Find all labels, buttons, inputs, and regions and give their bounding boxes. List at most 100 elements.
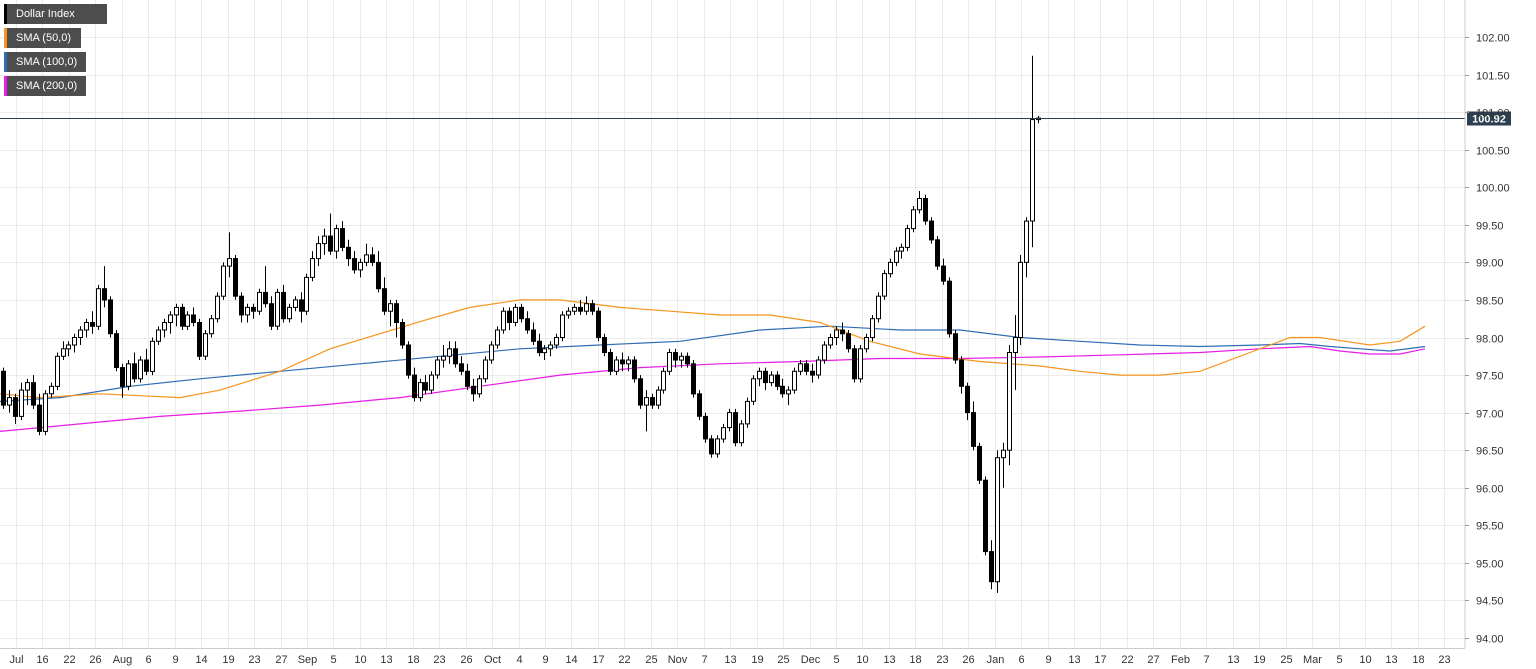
grid-lines xyxy=(0,0,1465,648)
candle-body-down xyxy=(382,288,387,312)
candle xyxy=(560,311,565,342)
legend-item-sma50[interactable]: SMA (50,0) xyxy=(4,28,81,48)
candle xyxy=(13,393,18,424)
last-price-badge xyxy=(1467,111,1511,126)
legend-item-sma200[interactable]: SMA (200,0) xyxy=(4,76,86,96)
candle xyxy=(899,243,904,259)
candle xyxy=(602,333,607,357)
candle-body-down xyxy=(608,352,613,372)
candle xyxy=(554,333,559,349)
candle xyxy=(959,356,964,394)
candle xyxy=(572,303,577,315)
candle xyxy=(61,341,66,360)
candle xyxy=(971,401,976,451)
candle-body-down xyxy=(780,385,785,395)
candle xyxy=(489,341,494,364)
candle xyxy=(144,348,149,376)
candle-body-down xyxy=(632,359,637,380)
candle xyxy=(96,284,101,330)
candle xyxy=(495,326,500,349)
candle-body-down xyxy=(102,288,107,301)
candle-body-up xyxy=(572,306,577,312)
candle xyxy=(644,390,649,432)
x-tick-label: 10 xyxy=(1359,654,1371,666)
candle xyxy=(168,311,173,334)
candle-body-down xyxy=(459,363,464,372)
candle-body-down xyxy=(965,385,970,414)
candle xyxy=(733,408,738,447)
candle-body-up xyxy=(1001,449,1006,459)
candle-body-down xyxy=(37,404,42,432)
candle-body-up xyxy=(174,306,179,316)
x-tick-label: 9 xyxy=(542,654,548,666)
candle xyxy=(822,341,827,364)
candle xyxy=(1013,315,1018,391)
candle xyxy=(620,352,625,372)
candle-body-down xyxy=(537,340,542,354)
candle-body-up xyxy=(786,389,791,395)
x-tick-label: 18 xyxy=(1412,654,1424,666)
x-tick-label: Feb xyxy=(1171,654,1190,666)
candle-body-up xyxy=(798,363,803,372)
candle-body-up xyxy=(721,427,726,440)
candle-body-down xyxy=(370,254,375,263)
candle-body-down xyxy=(197,322,202,357)
candle-body-down xyxy=(935,239,940,267)
candle-body-up xyxy=(138,359,143,380)
candle xyxy=(929,217,934,244)
candle-body-down xyxy=(114,333,119,369)
candle-body-up xyxy=(49,385,54,395)
candles-layer xyxy=(1,55,1041,593)
candle-body-up xyxy=(96,288,101,327)
x-tick-label: 26 xyxy=(962,654,974,666)
candle xyxy=(935,236,940,270)
candle-body-up xyxy=(25,382,30,391)
candle xyxy=(531,322,536,345)
candle xyxy=(7,390,12,413)
candle xyxy=(780,378,785,398)
candle-body-down xyxy=(406,344,411,376)
candle-body-down xyxy=(775,374,780,387)
candle-body-down xyxy=(346,246,351,260)
candle-body-up xyxy=(888,261,893,275)
legend-item-sma100[interactable]: SMA (100,0) xyxy=(4,52,86,72)
candle xyxy=(661,367,666,394)
y-tick-label: 101.00 xyxy=(1476,108,1510,120)
legend-swatch-sma50 xyxy=(4,28,7,48)
candle xyxy=(66,341,71,357)
candle xyxy=(965,382,970,421)
y-tick-label: 94.50 xyxy=(1476,596,1504,608)
candle xyxy=(995,450,1000,593)
candle xyxy=(465,363,470,391)
candle xyxy=(614,356,619,376)
candle-body-down xyxy=(703,415,708,440)
candle xyxy=(1018,254,1023,345)
candle-body-up xyxy=(1013,337,1018,353)
candle xyxy=(1036,115,1041,124)
candle-body-down xyxy=(525,318,530,331)
candle xyxy=(19,382,24,421)
candle-body-down xyxy=(120,367,125,387)
candle-body-up xyxy=(727,412,732,429)
x-tick-label: 18 xyxy=(407,654,419,666)
candle xyxy=(120,363,125,398)
candle xyxy=(917,191,922,214)
x-tick-label: 10 xyxy=(354,654,366,666)
candle-body-up xyxy=(834,329,839,338)
candle-body-up xyxy=(185,314,190,327)
y-tick-label: 99.00 xyxy=(1476,258,1504,270)
x-tick-label: 18 xyxy=(909,654,921,666)
x-tick-label: 5 xyxy=(833,654,839,666)
candle-body-up xyxy=(447,348,452,357)
candle-body-down xyxy=(328,235,333,252)
candle xyxy=(519,303,524,323)
candle xyxy=(78,326,83,345)
x-tick-label: 25 xyxy=(777,654,789,666)
candle xyxy=(453,341,458,368)
candle xyxy=(983,476,988,556)
legend-item-dollar-index[interactable]: Dollar Index Spot xyxy=(4,4,107,40)
x-tick-label: 26 xyxy=(460,654,472,666)
candle xyxy=(703,412,708,443)
candle-body-down xyxy=(852,348,857,380)
candle xyxy=(810,363,815,383)
